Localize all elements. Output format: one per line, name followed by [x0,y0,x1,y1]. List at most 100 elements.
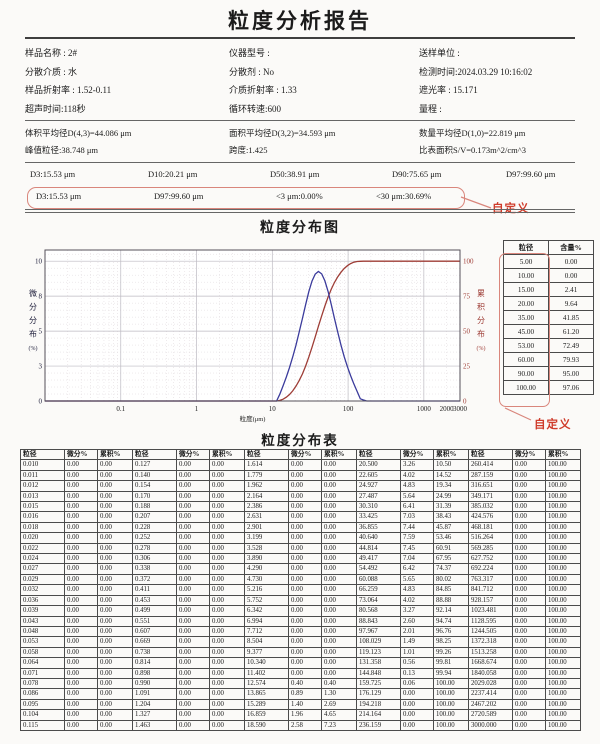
dist-cell: 7.44 [400,521,434,534]
table-row: 90.00 95.00 [503,366,594,381]
dist-cell: 0.00 [64,490,98,503]
dist-cell: 1.01 [400,646,434,659]
dist-cell: 0.00 [288,490,322,503]
dist-cell: 260.414 [468,459,513,471]
dist-cell: 0.00 [97,625,133,638]
y-axis-right-ticks: 0 25 50 75 100 [463,258,474,406]
dist-cell: 0.00 [512,511,546,523]
dist-cell: 1.614 [244,459,289,471]
dist-cell: 0.00 [209,594,245,607]
info-field: 送样单位 : [419,48,460,58]
dist-cell: 0.00 [176,667,210,679]
percentile-value: D10:20.21 μm [148,169,198,179]
dist-cell: 0.00 [512,625,546,638]
dist-cell: 88.843 [356,615,401,627]
dist-cell: 0.306 [132,553,177,565]
dist-cell: 10.340 [244,657,289,669]
dist-cell: 100.00 [545,636,581,648]
dist-cell: 20.500 [356,459,401,471]
dist-header-cell: 粒径 [244,448,289,461]
dist-cell: 0.738 [132,646,177,659]
dist-cell: 0.00 [288,480,322,492]
dist-cell: 0.00 [97,563,133,575]
dist-cell: 100.00 [545,719,581,731]
dist-cell: 100.00 [545,677,581,690]
dist-cell: 0.00 [97,709,133,721]
dist-cell: 0.00 [512,563,546,575]
svg-text:分: 分 [29,303,37,312]
svg-text:8: 8 [39,293,43,301]
dist-cell: 0.00 [64,615,98,627]
dist-cell: 0.00 [97,594,133,607]
dist-cell: 0.00 [176,553,210,565]
dist-cell: 0.00 [64,542,98,555]
table-row: 0.104 0.00 0.00 1.327 0.00 0.00 16.859 1.96 4.65… [20,709,581,721]
dist-cell: 2.901 [244,521,289,534]
dist-header-cell: 微分% [512,448,546,461]
dist-cell: 6.342 [244,605,289,617]
dist-cell: 15.289 [244,698,289,711]
dist-cell: 11.402 [244,667,289,679]
dist-cell: 349.171 [468,490,513,503]
dist-cell: 0.00 [64,657,98,669]
dist-cell: 0.40 [321,677,357,690]
dist-cell: 0.00 [512,698,546,711]
dist-cell: 98.25 [433,636,469,648]
dist-cell: 0.00 [288,553,322,565]
dist-cell: 0.00 [97,698,133,711]
info-field: 分散介质 : 水 [25,66,78,77]
dist-cell: 0.00 [321,615,357,627]
info-field: 量程 : [419,103,442,114]
dist-cell: 0.00 [400,698,434,711]
dist-cell: 0.252 [132,532,177,544]
dist-cell: 0.00 [97,605,133,617]
dist-cell: 3.890 [244,553,289,565]
dist-cell: 0.00 [288,521,322,534]
dist-cell: 73.064 [356,594,401,607]
info-field: 分散剂 : No [229,66,275,77]
divider [25,162,575,163]
dist-cell: 7.59 [400,532,434,544]
dist-cell: 100.00 [545,667,581,679]
custom-percentile-value: <3 μm:0.00% [276,191,323,201]
dist-cell: 131.358 [356,657,401,669]
dist-cell: 0.00 [97,521,133,534]
table-row: 0.022 0.00 0.00 0.278 0.00 0.00 3.528 0.00 0.00 4… [20,542,581,555]
dist-cell: 214.164 [356,709,401,721]
percentile-value: D97:99.60 μm [506,169,556,179]
svg-text:(%): (%) [29,345,38,352]
dist-cell: 0.115 [20,719,65,731]
svg-text:75: 75 [463,293,471,301]
dist-cell: 0.00 [321,636,357,648]
dist-cell: 0.00 [321,501,357,513]
svg-text:10: 10 [269,405,277,413]
dist-cell: 1.779 [244,469,289,482]
dist-cell: 0.00 [288,667,322,679]
dist-cell: 0.00 [512,677,546,690]
dist-cell: 100.00 [545,459,581,471]
dist-cell: 0.669 [132,636,177,648]
info-field: 样品名称 : 2# [25,48,78,58]
dist-cell: 0.00 [512,573,546,586]
distribution-table: 粒径 微分% 累积% 粒径 微分% 累积% 粒径 微分% 累积% 粒径 微分% 累积% 粒径 微分% 累积%… [20,448,581,731]
dist-cell: 0.00 [176,709,210,721]
svg-text:分: 分 [477,316,485,325]
dist-cell: 7.03 [400,511,434,523]
svg-text:微: 微 [29,288,37,298]
dist-cell: 100.00 [545,657,581,669]
summary-field: 跨度:1.425 [229,145,268,155]
table-row: 0.011 0.00 0.00 0.140 0.00 0.00 1.779 0.00 0.00 2… [20,469,581,482]
svg-text:50: 50 [463,328,471,336]
dist-cell: 4.290 [244,563,289,575]
dist-cell: 97.967 [356,625,401,638]
table-row: 0.012 0.00 0.00 0.154 0.00 0.00 1.962 0.00 0.00 2… [20,480,581,492]
dist-cell: 0.00 [288,615,322,627]
dist-cell: 0.00 [209,667,245,679]
custom-values-box: D3:15.53 μm D97:99.60 μm <3 μm:0.00% <30 μm… [27,187,465,209]
info-field: 样品折射率 : 1.52-0.11 [25,85,112,95]
dist-cell: 100.00 [545,563,581,575]
dist-cell: 100.00 [433,709,469,721]
dist-cell: 1.96 [288,709,322,721]
